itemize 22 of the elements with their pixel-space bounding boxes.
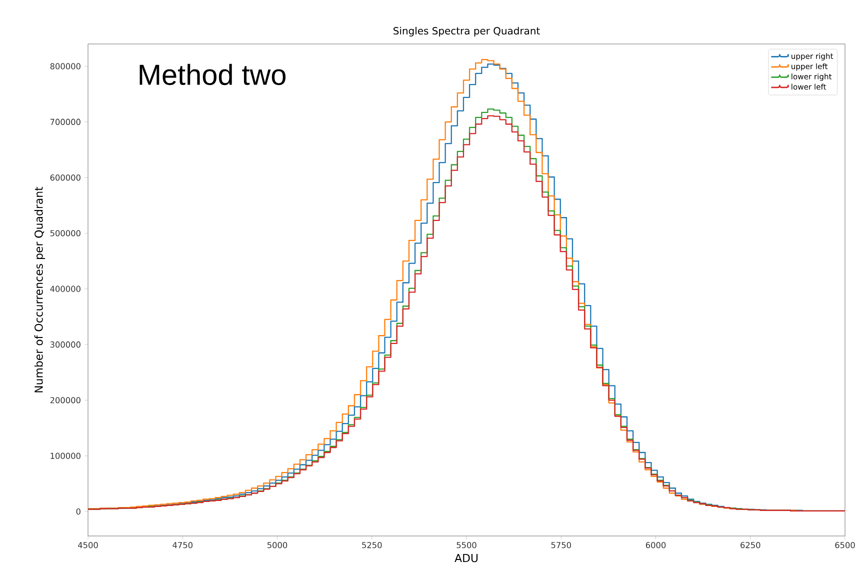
x-tick-label: 6500 <box>835 542 855 548</box>
y-tick-label: 100000 <box>50 452 80 459</box>
x-tick-label: 4750 <box>172 542 192 548</box>
y-tick-label: 500000 <box>50 230 80 236</box>
annotation: Method two <box>140 64 286 86</box>
y-tick-label: 300000 <box>50 341 80 348</box>
y-tick-label: 200000 <box>50 397 80 404</box>
x-axis-title: ADU <box>454 554 478 562</box>
chart-title: Singles Spectra per Quadrant <box>394 26 540 36</box>
y-tick-label: 800000 <box>50 63 80 70</box>
y-axis-title: Number of Occurrences per Quadrant <box>34 186 45 392</box>
y-tick-label: 600000 <box>50 174 80 181</box>
x-tick-label: 5750 <box>551 542 571 548</box>
x-tick-label: 6250 <box>740 542 760 548</box>
y-tick-label: 700000 <box>50 118 80 125</box>
x-tick-label: 5250 <box>362 542 382 548</box>
x-tick-label: 5500 <box>456 542 476 548</box>
x-tick-label: 6000 <box>646 542 666 548</box>
x-tick-label: 5000 <box>267 542 288 548</box>
y-tick-label: 0 <box>76 508 80 515</box>
x-tick-label: 4500 <box>78 542 98 548</box>
y-tick-label: 400000 <box>50 286 80 292</box>
